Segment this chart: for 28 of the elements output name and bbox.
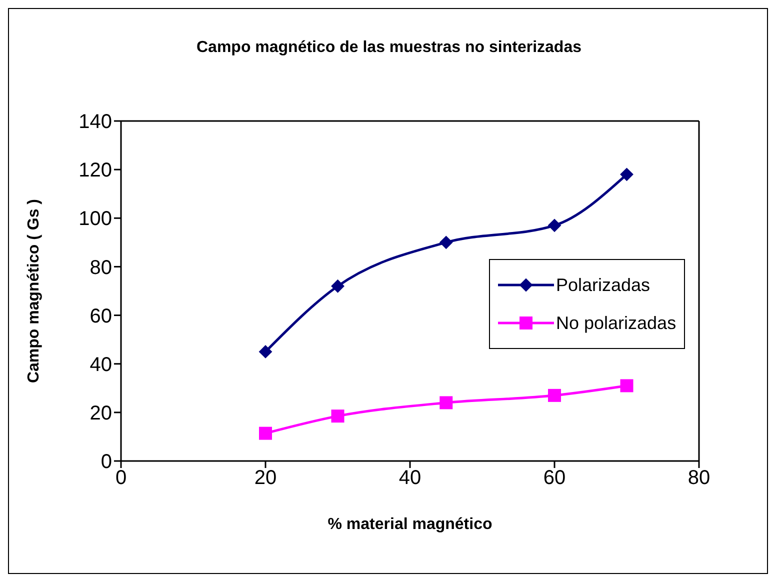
point <box>331 280 344 293</box>
point <box>331 410 344 423</box>
y-tick-label: 0 <box>100 451 112 474</box>
y-tick-label: 60 <box>90 305 112 328</box>
legend-label: Polarizadas <box>556 274 650 296</box>
x-tick-label: 40 <box>398 467 422 490</box>
y-tick-label: 80 <box>90 256 112 279</box>
x-tick-label: 0 <box>115 467 127 490</box>
y-tick-label: 40 <box>90 354 112 376</box>
chart-title: Campo magnético de las muestras no sinterizadas <box>195 39 582 57</box>
legend-label: No polarizadas <box>556 312 676 334</box>
point <box>259 426 272 440</box>
y-tick-label: 140 <box>78 111 112 134</box>
point <box>620 168 634 181</box>
point <box>548 218 561 232</box>
point <box>259 345 272 358</box>
y-axis-title: Campo magnético ( Gs ) <box>26 198 43 384</box>
point <box>440 236 453 249</box>
y-tick-label: 20 <box>90 402 112 425</box>
point <box>548 388 561 402</box>
x-tick-label: 20 <box>254 467 277 490</box>
point <box>620 379 634 392</box>
y-tick-label: 100 <box>78 208 112 230</box>
x-tick-label: 60 <box>543 467 566 490</box>
point <box>440 396 453 410</box>
x-tick-label: 80 <box>688 467 710 490</box>
y-tick-label: 120 <box>78 160 112 182</box>
x-axis-title: % material magnético <box>328 516 492 533</box>
